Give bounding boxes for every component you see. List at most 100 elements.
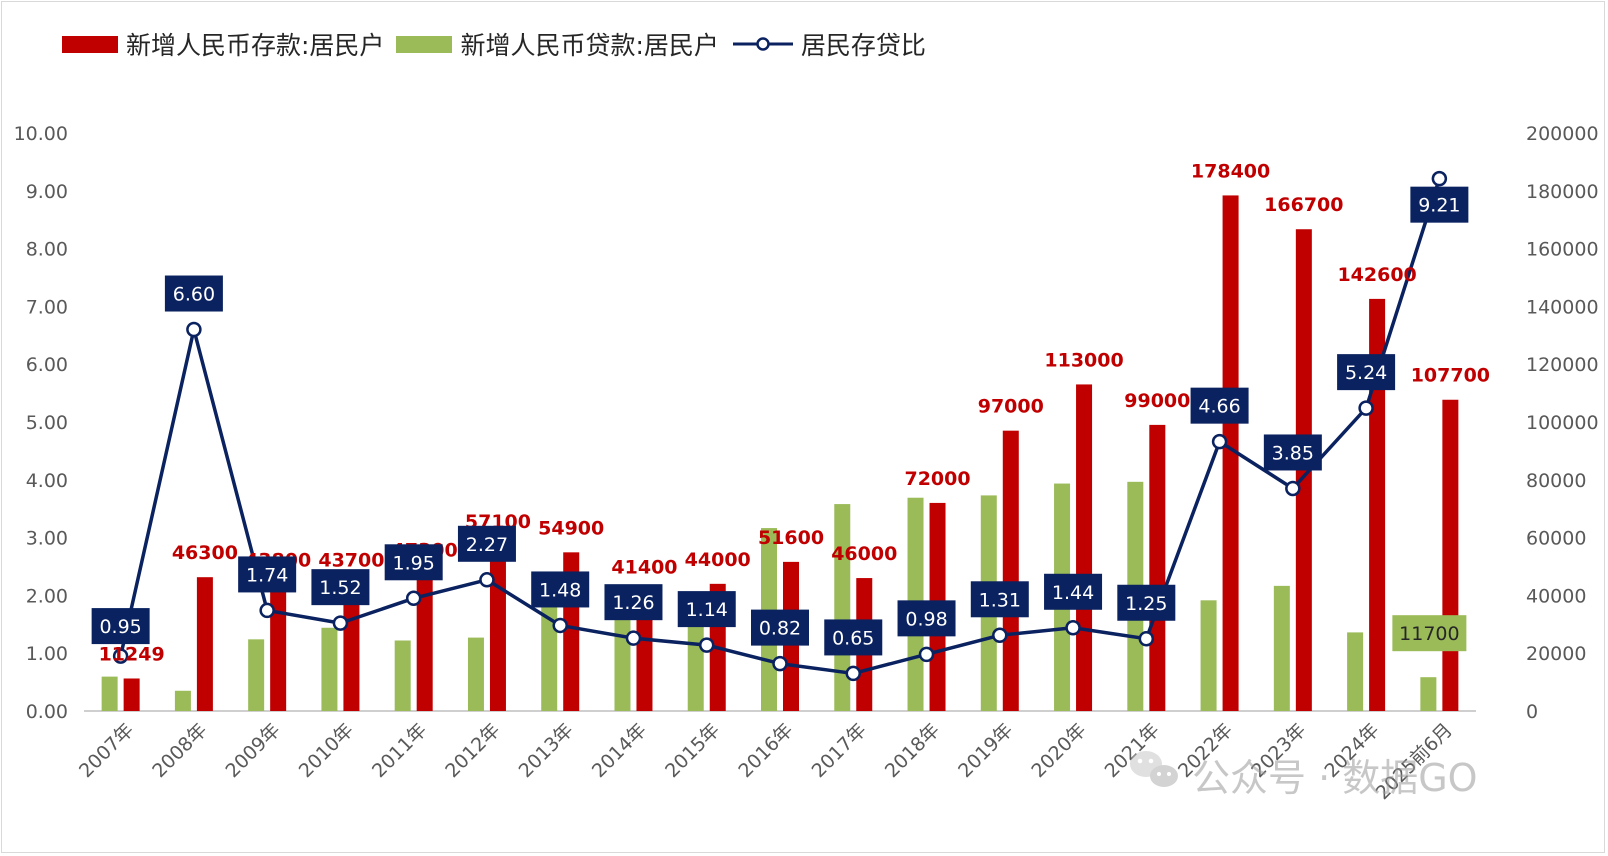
bar-label-deposit: 11249 — [99, 643, 165, 665]
x-tick-label: 2009年 — [222, 719, 285, 782]
x-tick-label: 2016年 — [734, 719, 797, 782]
y-left-tick-label: 5.00 — [26, 412, 68, 434]
bar-label-deposit: 97000 — [978, 396, 1044, 418]
ratio-point — [1431, 170, 1448, 187]
ratio-label-box — [311, 569, 370, 606]
bar-label-deposit: 178400 — [1191, 160, 1270, 182]
bar-label-deposit: 51600 — [758, 527, 824, 549]
ratio-label-box — [1117, 584, 1176, 621]
x-tick-label: 2020年 — [1027, 719, 1090, 782]
ratio-label: 4.66 — [1198, 396, 1240, 418]
ratio-label: 0.98 — [905, 608, 947, 630]
bar-label-deposit: 99000 — [1124, 390, 1190, 412]
ratio-label: 9.21 — [1418, 195, 1460, 217]
y-right-tick-label: 0 — [1526, 701, 1538, 723]
bar-deposit — [489, 545, 506, 711]
ratio-label: 5.24 — [1345, 362, 1387, 384]
line-series — [112, 170, 1448, 682]
bar-loan — [248, 639, 265, 711]
bar-deposit — [416, 574, 433, 711]
ratio-point — [332, 615, 349, 631]
y-right-tick-label: 60000 — [1526, 528, 1586, 550]
bar-label-deposit: 113000 — [1044, 349, 1123, 371]
ratio-label-box — [1044, 573, 1103, 610]
x-tick-label: 2007年 — [75, 719, 138, 782]
y-right-tick-label: 180000 — [1526, 181, 1599, 203]
legend: 新增人民币存款:居民户 新增人民币贷款:居民户 居民存贷比 — [62, 26, 938, 62]
ratio-label: 6.60 — [173, 284, 215, 306]
ratio-point — [992, 627, 1008, 644]
ratio-label: 1.95 — [393, 552, 435, 574]
ratio-label-box — [751, 609, 809, 646]
y-right-tick-label: 40000 — [1526, 585, 1586, 607]
ratio-label-box — [91, 608, 150, 645]
bar-loan — [394, 640, 411, 711]
bar-deposit — [1369, 298, 1386, 711]
ratio-label-box — [1410, 186, 1469, 223]
ratio-point — [772, 655, 788, 672]
bar-loan — [321, 627, 338, 711]
bar-loan — [1273, 585, 1290, 711]
bar-label-deposit: 41400 — [611, 556, 677, 578]
legend-item-loan: 新增人民币贷款:居民户 — [396, 26, 719, 62]
y-left-tick-label: 3.00 — [26, 528, 68, 550]
bar-label-deposit: 46300 — [172, 542, 238, 564]
bar-label-loan: 11700 — [1399, 623, 1459, 645]
bar-loan — [1200, 600, 1217, 711]
ratio-label-box — [1337, 354, 1396, 391]
bar-label-deposit: 107700 — [1411, 365, 1490, 387]
ratio-label: 1.14 — [686, 599, 728, 621]
bar-label-deposit: 142600 — [1337, 264, 1416, 286]
ratio-point — [845, 665, 862, 682]
watermark-text: 公众号 · 数据GO — [1192, 756, 1478, 800]
ratio-point — [552, 617, 568, 634]
ratio-label-box — [604, 584, 663, 621]
bar-deposit — [1222, 195, 1239, 711]
bar-loan — [101, 676, 118, 711]
ratio-label: 1.52 — [319, 577, 361, 599]
legend-swatch-loan — [396, 35, 453, 53]
bar-deposit — [1442, 399, 1459, 711]
ratio-point — [918, 646, 935, 663]
bar-loan — [1347, 632, 1364, 711]
y-right-tick-label: 200000 — [1526, 123, 1599, 145]
x-tick-label: 2012年 — [441, 719, 504, 782]
bar-label-deposit: 166700 — [1264, 194, 1343, 216]
y-right-tick-label: 20000 — [1526, 643, 1586, 665]
y-right-tick-label: 160000 — [1526, 239, 1599, 261]
ratio-label-box — [384, 544, 443, 581]
bar-deposit — [1002, 430, 1019, 711]
bar-deposit — [196, 577, 213, 711]
ratio-point — [479, 572, 495, 588]
ratio-point — [1285, 480, 1301, 497]
y-axis-right: 0 20000 40000 60000 80000 100000 120000 140000 1… — [1526, 123, 1599, 723]
y-left-tick-label: 7.00 — [26, 296, 68, 318]
bar-label-deposit: 44000 — [685, 549, 751, 571]
bar-loan — [1420, 677, 1437, 711]
legend-swatch-deposit — [62, 35, 118, 53]
ratio-label: 1.26 — [612, 592, 654, 614]
ratio-point — [112, 648, 129, 664]
x-tick-label: 2010年 — [295, 719, 358, 782]
ratio-label: 3.85 — [1272, 442, 1314, 464]
ratio-label: 1.44 — [1052, 582, 1094, 604]
ratio-label-box — [677, 591, 736, 628]
ratio-label: 0.82 — [759, 618, 801, 640]
y-left-tick-label: 4.00 — [26, 470, 68, 492]
x-tick-label: 2013年 — [515, 719, 578, 782]
bar-deposit — [270, 584, 287, 711]
x-tick-label: 2015年 — [661, 719, 724, 782]
legend-item-deposit: 新增人民币存款:居民户 — [62, 26, 384, 62]
y-right-tick-label: 140000 — [1526, 296, 1599, 318]
y-left-tick-label: 2.00 — [26, 585, 68, 607]
ratio-label: 2.27 — [466, 534, 508, 556]
bar-deposit — [123, 678, 140, 711]
x-tick-label: 2017年 — [808, 719, 871, 782]
ratio-point — [698, 637, 715, 653]
y-left-tick-label: 6.00 — [26, 354, 68, 376]
x-tick-label: 2018年 — [881, 719, 944, 782]
bar-label-loan-box — [1392, 615, 1467, 652]
bar-loan — [834, 504, 851, 711]
ratio-label-box — [164, 275, 223, 312]
